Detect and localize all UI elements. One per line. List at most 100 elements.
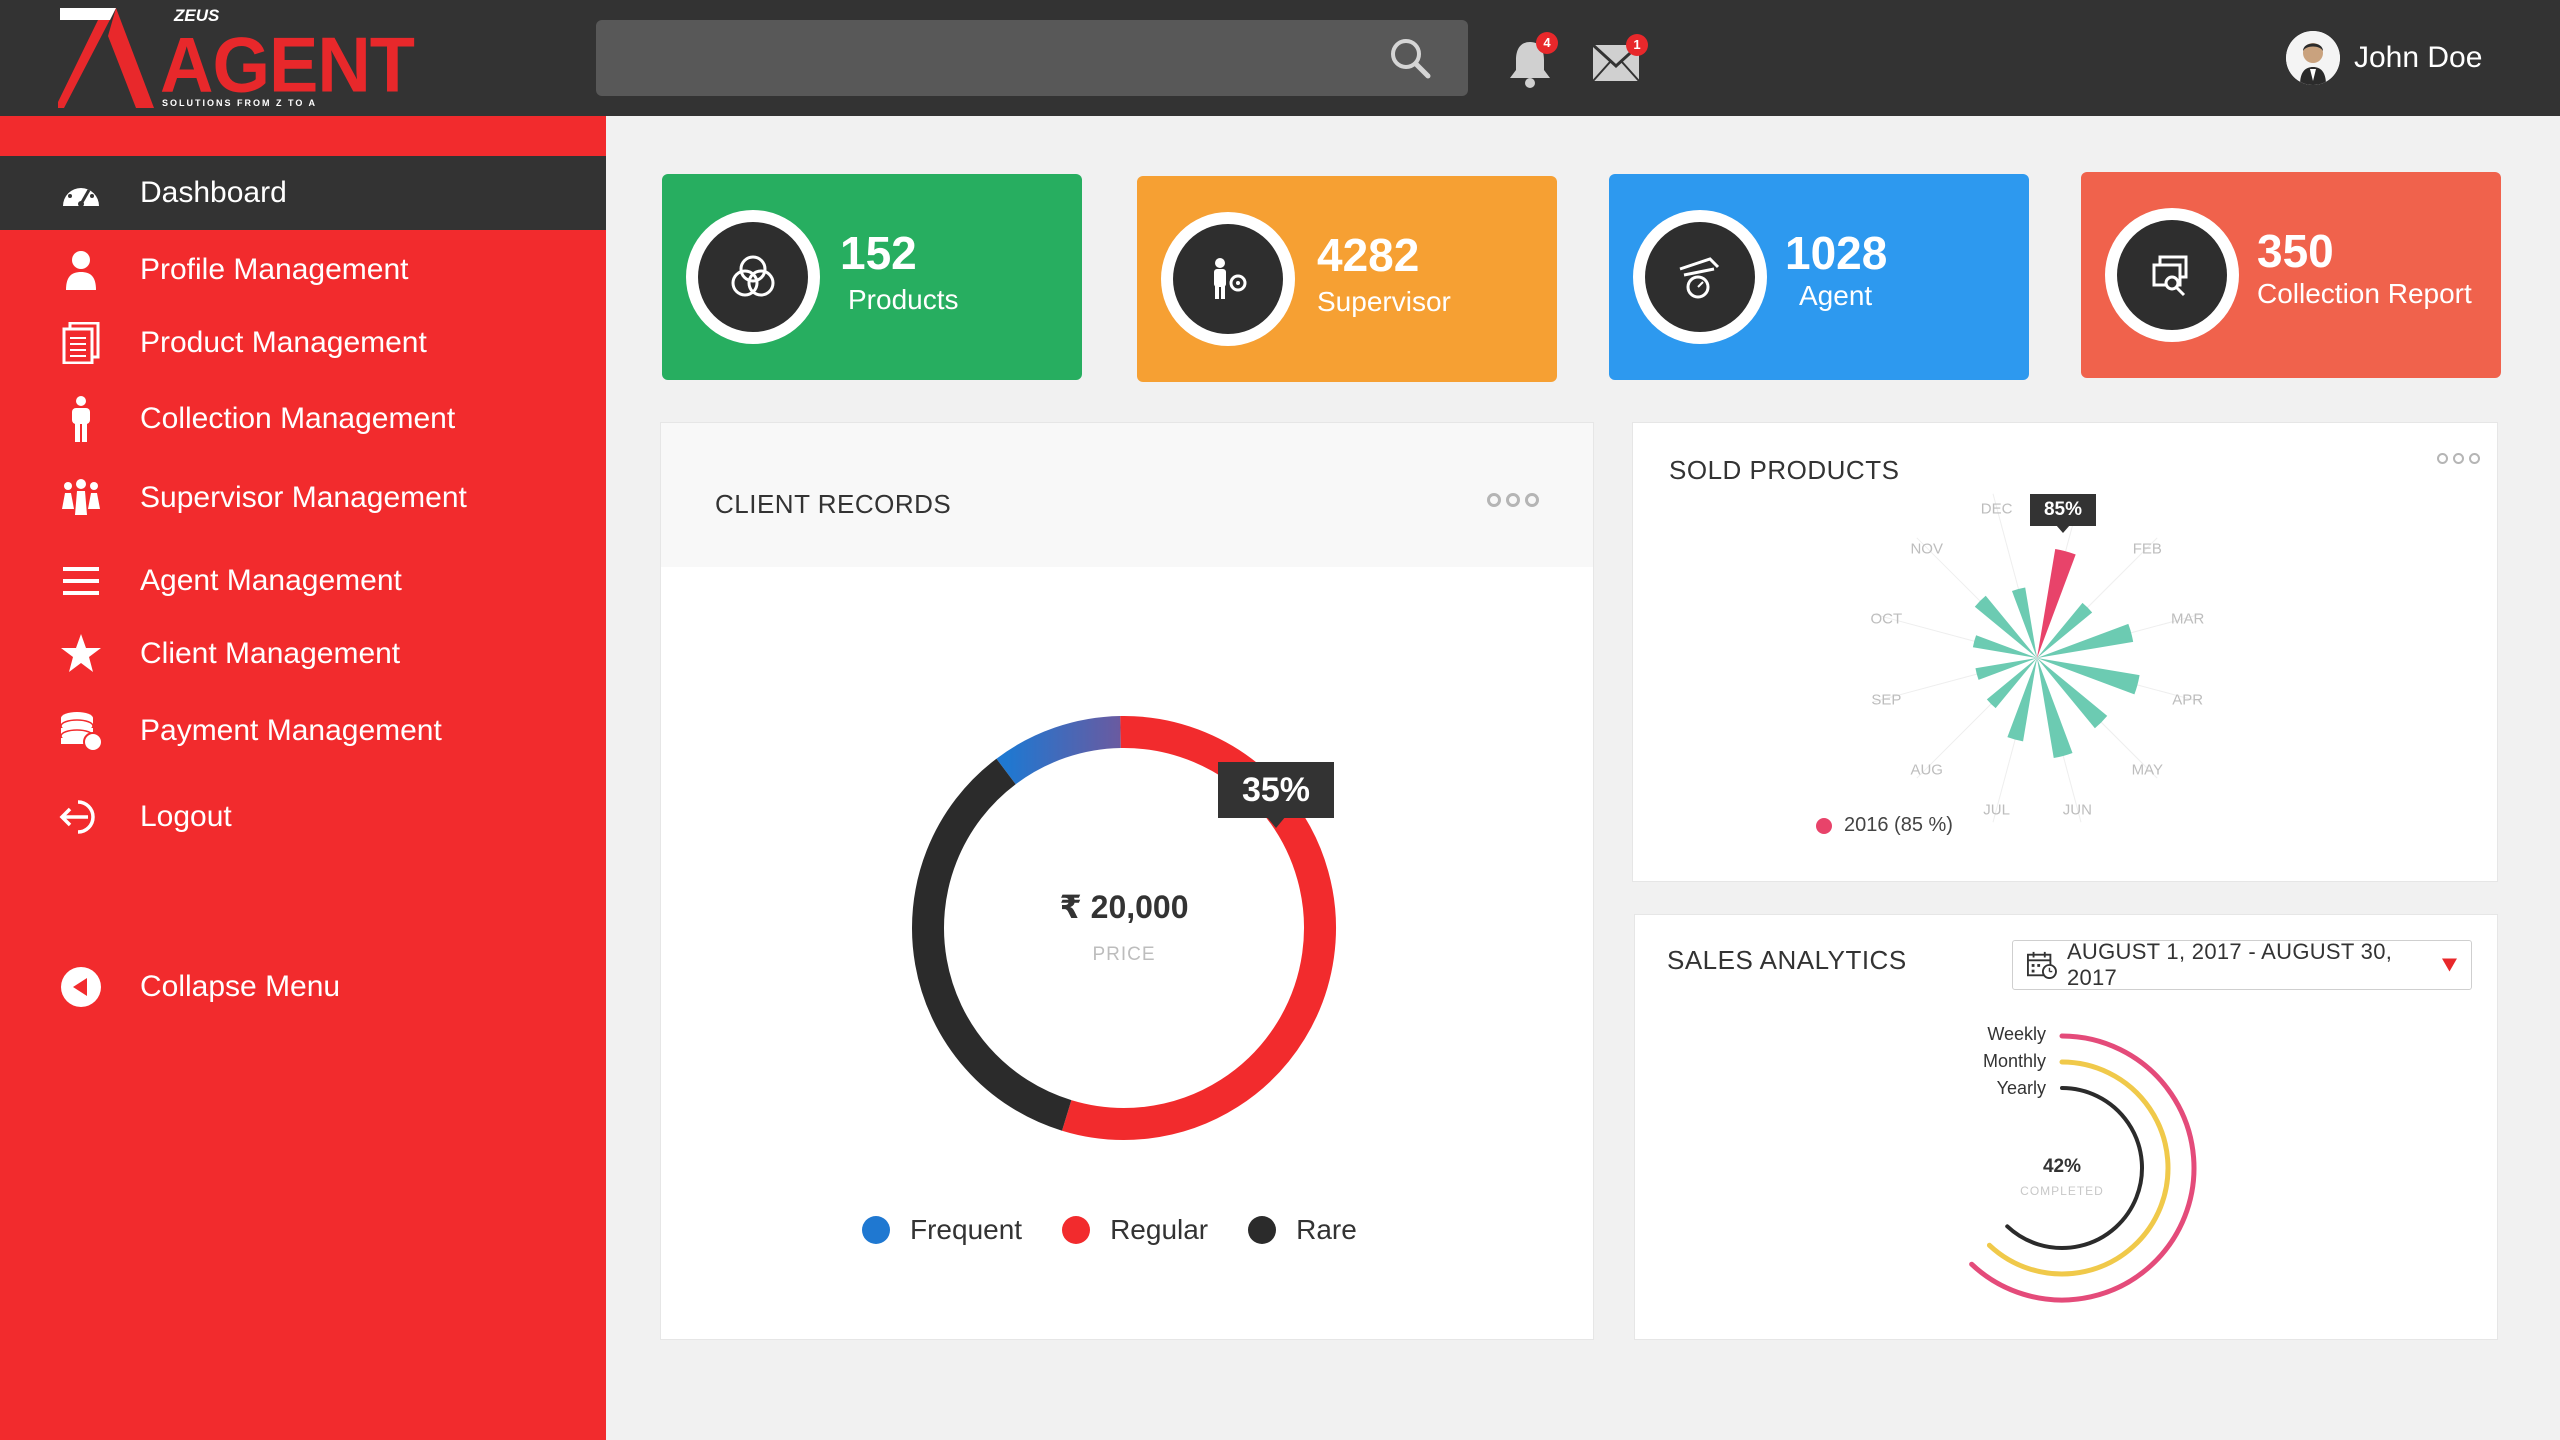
stat-icon-ring bbox=[2105, 208, 2239, 342]
stat-icon-ring bbox=[1633, 210, 1767, 344]
legend-label: Rare bbox=[1296, 1214, 1357, 1245]
dot bbox=[2469, 453, 2480, 464]
polar-bar-dec[interactable] bbox=[2011, 587, 2037, 658]
sidebar-item-agent-management[interactable]: Agent Management bbox=[0, 544, 606, 618]
dashboard-icon bbox=[58, 170, 104, 216]
radial-ring-monthly[interactable] bbox=[1986, 1059, 2171, 1277]
collapse-menu-button[interactable]: Collapse Menu bbox=[0, 950, 606, 1024]
legend-swatch bbox=[1062, 1216, 1091, 1244]
polar-bar-nov[interactable] bbox=[1974, 595, 2037, 658]
callout-box bbox=[1218, 762, 1334, 818]
polar-bar-jul[interactable] bbox=[2007, 658, 2037, 742]
sidebar-item-label: Client Management bbox=[140, 637, 401, 670]
polar-bar-jan[interactable] bbox=[2037, 549, 2076, 658]
radial-ring-yearly[interactable] bbox=[2005, 1086, 2144, 1250]
stat-card-collection-report[interactable]: 350 Collection Report bbox=[2081, 172, 2501, 378]
messages-button[interactable]: 1 bbox=[1592, 34, 1648, 82]
stat-card-supervisor[interactable]: 4282 Supervisor bbox=[1137, 176, 1557, 382]
legend-label: 2016 (85 %) bbox=[1844, 814, 1953, 836]
stat-value: 4282 bbox=[1317, 229, 1420, 281]
sidebar-item-profile-management[interactable]: Profile Management bbox=[0, 233, 606, 307]
user-icon bbox=[58, 247, 104, 293]
polar-axis-label: APR bbox=[2172, 691, 2203, 708]
stat-icon-ring bbox=[686, 210, 820, 344]
donut-slice-rare[interactable] bbox=[912, 758, 1072, 1131]
sidebar-item-logout[interactable]: Logout bbox=[0, 780, 606, 854]
search-icon[interactable] bbox=[1388, 36, 1432, 80]
legend-item-frequent[interactable]: Frequent bbox=[862, 1214, 1022, 1246]
sidebar-item-supervisor-management[interactable]: Supervisor Management bbox=[0, 461, 606, 535]
polar-axis-label: JUN bbox=[2063, 802, 2092, 819]
polar-axis-label: SEP bbox=[1871, 691, 1901, 708]
dot bbox=[1506, 493, 1520, 507]
sidebar-item-label: Agent Management bbox=[140, 564, 402, 597]
panel-title: SOLD PRODUCTS bbox=[1669, 455, 1900, 485]
sidebar-item-payment-management[interactable]: Payment Management bbox=[0, 694, 606, 768]
logo[interactable]: ZEUS AGENT SOLUTIONS FROM Z TO A bbox=[58, 6, 415, 110]
logo-z-mark bbox=[58, 8, 154, 108]
dot bbox=[1487, 493, 1501, 507]
calendar-icon bbox=[2027, 951, 2057, 980]
legend-item-rare[interactable]: Rare bbox=[1248, 1214, 1357, 1246]
sidebar-item-label: Collection Management bbox=[140, 402, 456, 435]
stat-card-products[interactable]: 152 Products bbox=[662, 174, 1082, 380]
document-icon bbox=[58, 320, 104, 366]
top-bar: ZEUS AGENT SOLUTIONS FROM Z TO A 4 1 bbox=[0, 0, 2560, 116]
polar-bar-aug[interactable] bbox=[1986, 658, 2037, 709]
stat-value: 350 bbox=[2257, 225, 2334, 277]
stat-label: Products bbox=[848, 284, 959, 315]
sold-products-legend[interactable]: 2016 (85 %) bbox=[1816, 814, 1953, 837]
ring-label-yearly: Yearly bbox=[1996, 1078, 2046, 1098]
user-menu[interactable]: John Doe bbox=[2286, 28, 2482, 88]
legend-label: Frequent bbox=[910, 1214, 1023, 1245]
stat-card-agent[interactable]: 1028 Agent bbox=[1609, 174, 2029, 380]
donut-slice-regular[interactable] bbox=[1062, 716, 1336, 1140]
more-options-icon[interactable] bbox=[2437, 453, 2480, 464]
polar-bar-jun[interactable] bbox=[2037, 658, 2073, 759]
sidebar-item-collection-management[interactable]: Collection Management bbox=[0, 382, 606, 456]
donut-center-label: PRICE bbox=[1092, 944, 1156, 965]
avatar bbox=[2286, 31, 2340, 85]
polar-callout-pointer bbox=[2056, 525, 2070, 533]
person-icon bbox=[58, 396, 104, 442]
star-icon bbox=[58, 631, 104, 677]
polar-axis-label: MAR bbox=[2171, 611, 2205, 628]
notifications-button[interactable]: 4 bbox=[1508, 32, 1558, 88]
polar-bar-sep[interactable] bbox=[1975, 658, 2037, 680]
sold-products-polar-chart: JANFEBMARAPRMAYJUNJULAUGSEPOCTNOVDEC bbox=[1870, 493, 2205, 823]
client-records-panel: CLIENT RECORDS bbox=[660, 422, 1594, 1340]
polar-axis-label: DEC bbox=[1981, 500, 2013, 517]
collapse-menu-label: Collapse Menu bbox=[140, 970, 341, 1003]
sidebar-item-client-management[interactable]: Client Management bbox=[0, 617, 606, 691]
donut-slice-frequent[interactable] bbox=[996, 716, 1122, 785]
search-input[interactable] bbox=[596, 20, 1468, 96]
legend-swatch bbox=[1248, 1216, 1277, 1244]
sidebar-item-product-management[interactable]: Product Management bbox=[0, 306, 606, 380]
user-avatar-icon bbox=[2286, 31, 2340, 85]
client-records-header bbox=[661, 423, 1593, 567]
logo-tagline: SOLUTIONS FROM Z TO A bbox=[162, 98, 317, 108]
donut-callout: 35% bbox=[1241, 771, 1311, 809]
date-range-picker[interactable]: AUGUST 1, 2017 - AUGUST 30, 2017 bbox=[2012, 939, 2472, 990]
polar-axis-label: MAY bbox=[2132, 761, 2163, 778]
sidebar-item-label: Product Management bbox=[140, 326, 427, 359]
polar-bar-mar[interactable] bbox=[2037, 623, 2134, 658]
more-options-icon[interactable] bbox=[1487, 493, 1539, 507]
sidebar-item-label: Logout bbox=[140, 800, 232, 833]
panel-title: SALES ANALYTICS bbox=[1667, 945, 1907, 975]
polar-bar-may[interactable] bbox=[2037, 658, 2108, 729]
dot bbox=[2453, 453, 2464, 464]
polar-bar-oct[interactable] bbox=[1972, 635, 2037, 658]
legend-swatch bbox=[862, 1216, 890, 1244]
radial-center-label: COMPLETED bbox=[2020, 1184, 2104, 1198]
legend-item-regular[interactable]: Regular bbox=[1062, 1214, 1208, 1246]
polar-bar-apr[interactable] bbox=[2037, 658, 2140, 695]
notification-count-badge: 4 bbox=[1536, 32, 1558, 54]
polar-bar-feb[interactable] bbox=[2037, 602, 2093, 658]
ring-label-weekly: Weekly bbox=[1987, 1024, 2046, 1044]
polar-axis-label: JUL bbox=[1983, 802, 2010, 819]
radial-ring-weekly[interactable] bbox=[1969, 1033, 2197, 1303]
supervisor-icon bbox=[1214, 258, 1247, 299]
sidebar-item-dashboard[interactable]: Dashboard bbox=[0, 156, 606, 230]
radial-center-value: 42% bbox=[2042, 1156, 2082, 1177]
